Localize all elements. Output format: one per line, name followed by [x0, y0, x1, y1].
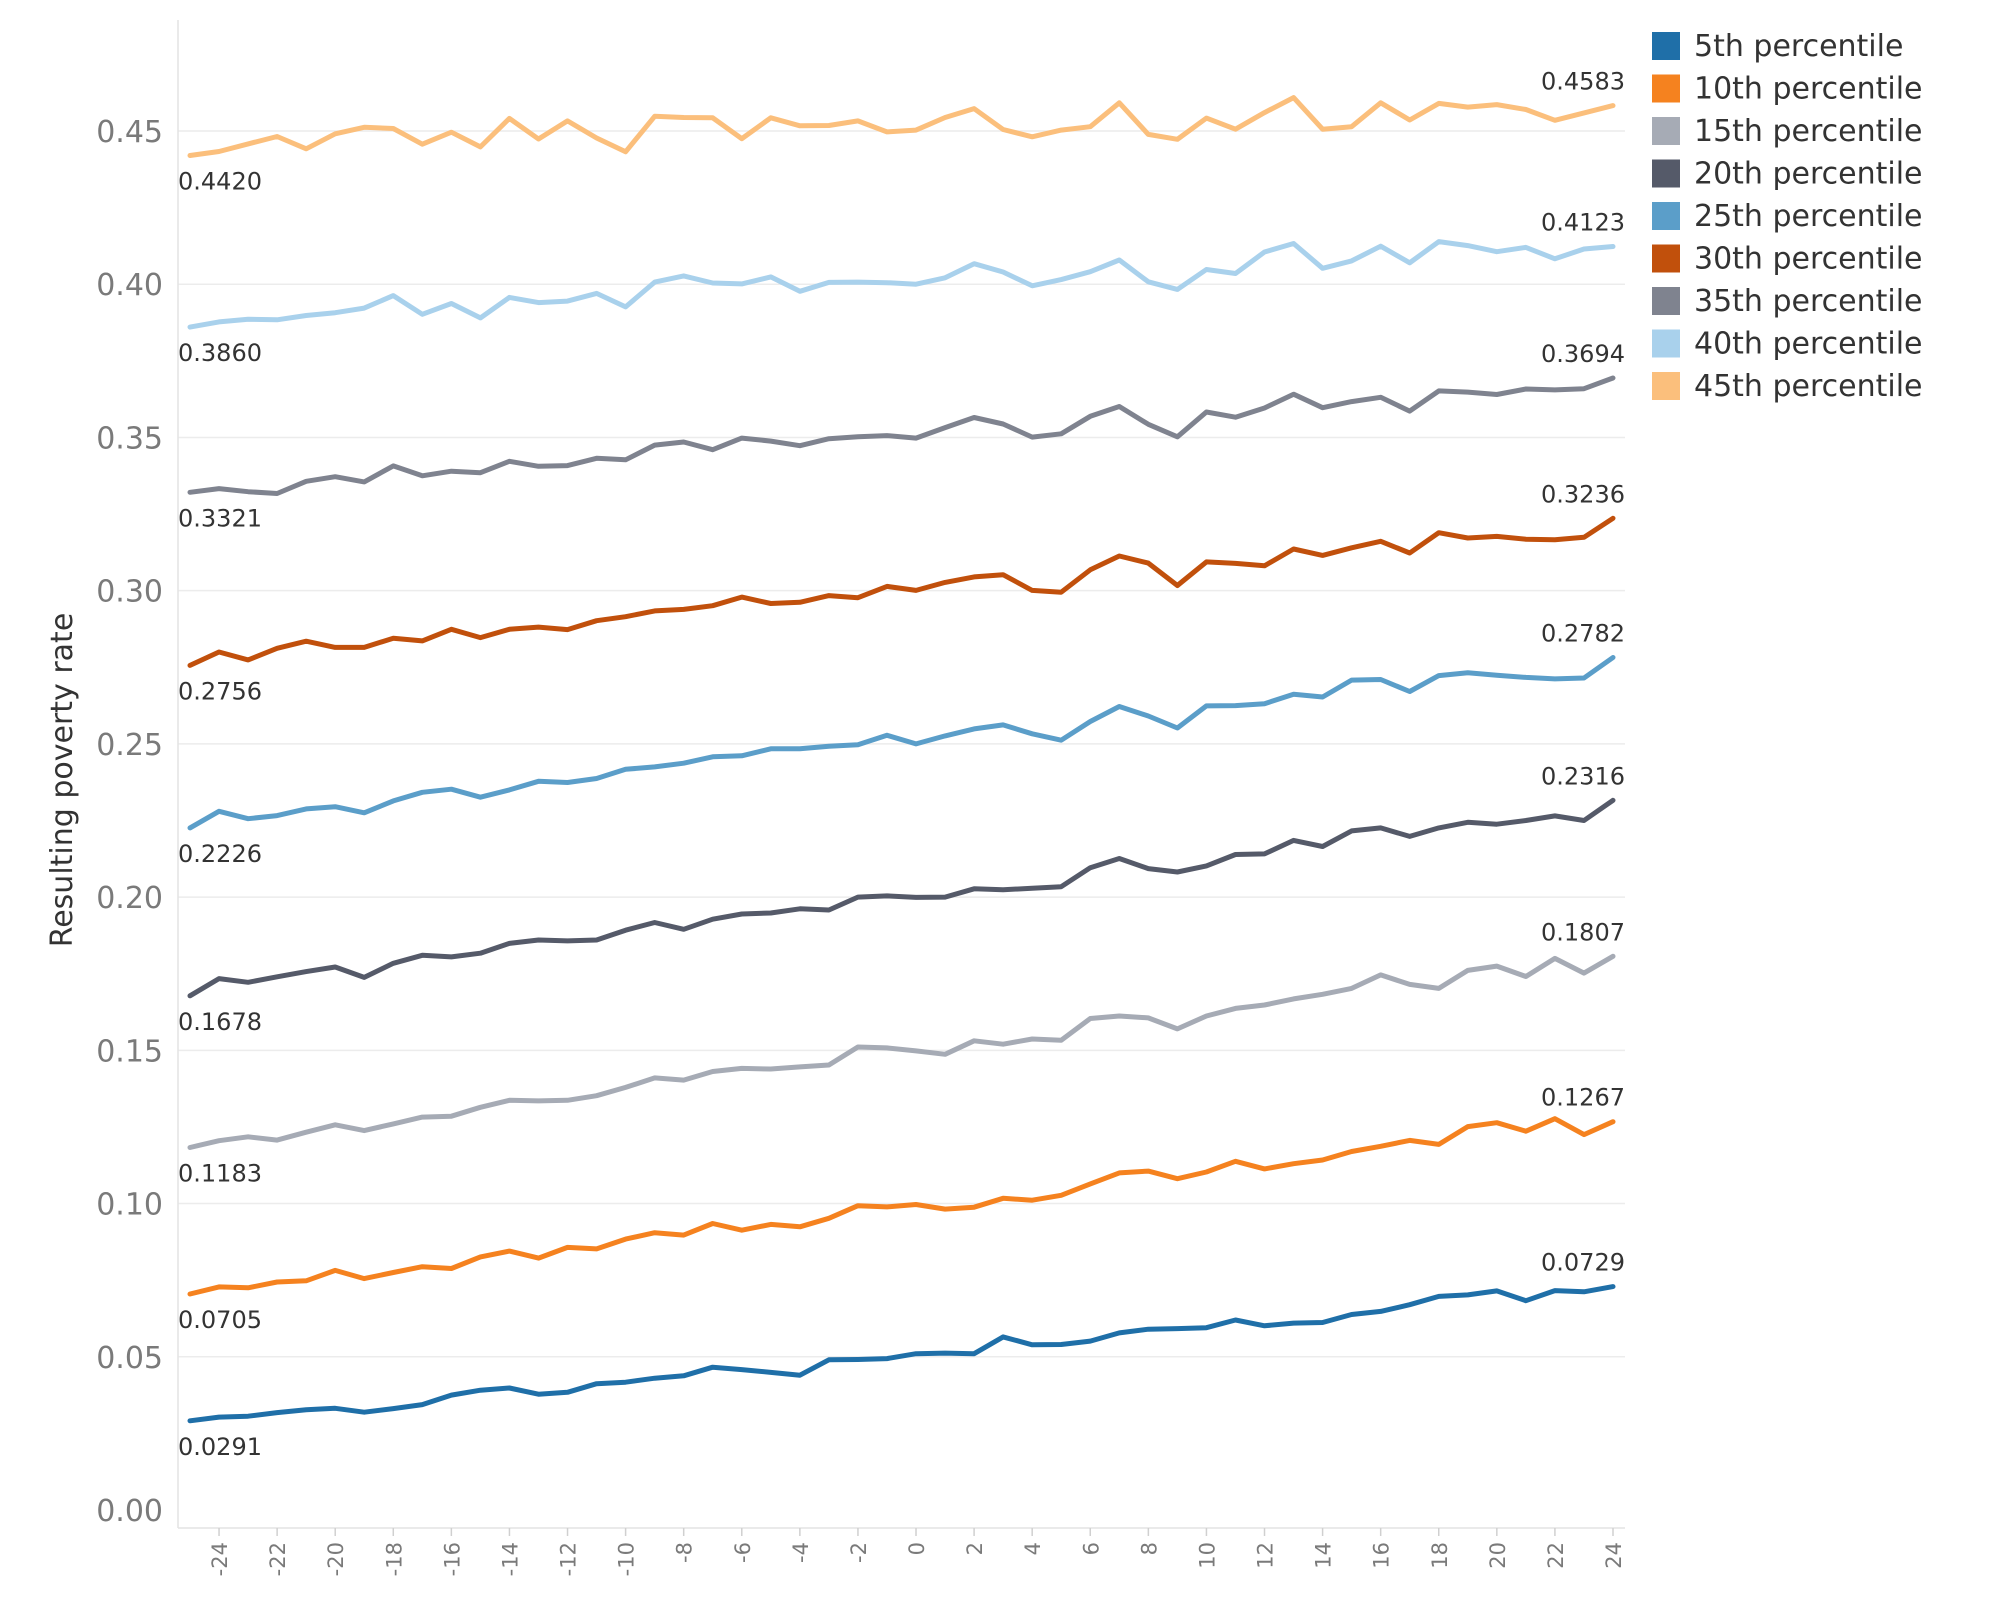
series-line — [187, 95, 1616, 158]
start-value-label: 0.1678 — [178, 1008, 262, 1036]
y-tick-label: 0.10 — [96, 1188, 163, 1223]
end-value-label: 0.0729 — [1541, 1249, 1625, 1277]
series-line — [187, 953, 1616, 1150]
series-lines — [187, 95, 1616, 1424]
x-tick-label: 6 — [1079, 1542, 1103, 1555]
start-value-label: 0.4420 — [178, 168, 262, 196]
y-tick-label: 0.30 — [96, 575, 163, 610]
y-tick-label: 0.25 — [96, 728, 163, 763]
legend-label: 35th percentile — [1694, 284, 1923, 319]
legend-label: 5th percentile — [1694, 29, 1903, 64]
x-tick-label: -8 — [673, 1542, 697, 1563]
legend-item[interactable]: 25th percentile — [1652, 199, 1923, 234]
x-tick-label: 8 — [1137, 1542, 1161, 1555]
series-line — [187, 375, 1616, 496]
series-line — [187, 515, 1616, 668]
legend-item[interactable]: 20th percentile — [1652, 157, 1923, 192]
x-tick-label: 18 — [1428, 1542, 1452, 1569]
x-tick-label: 16 — [1370, 1542, 1394, 1569]
x-tick-label: -24 — [208, 1542, 232, 1576]
legend-label: 30th percentile — [1694, 242, 1923, 277]
x-tick-label: -12 — [557, 1542, 581, 1576]
series-line — [187, 1116, 1616, 1297]
axes: 0.00 0.05 0.10 0.15 0.20 0.25 0.30 0.35 0.40 0.45… — [96, 20, 1626, 1576]
legend-label: 25th percentile — [1694, 199, 1923, 234]
end-value-label: 0.1267 — [1541, 1084, 1625, 1112]
x-tick-label: 14 — [1312, 1542, 1336, 1569]
data-labels: 0.0291 0.0729 0.0705 0.1267 0.1183 0.1807 0.16… — [178, 68, 1625, 1461]
x-tick-label: -2 — [847, 1542, 871, 1563]
start-value-label: 0.0291 — [178, 1433, 262, 1461]
legend-item[interactable]: 40th percentile — [1652, 327, 1923, 362]
legend-item[interactable]: 45th percentile — [1652, 369, 1923, 404]
series-line — [187, 1284, 1616, 1424]
y-tick-label: 0.00 — [96, 1494, 163, 1529]
x-tick-label: 4 — [1021, 1542, 1045, 1555]
legend-swatch — [1652, 74, 1680, 103]
y-tick-label: 0.15 — [96, 1034, 163, 1069]
end-value-label: 0.4123 — [1541, 209, 1625, 237]
start-value-label: 0.2226 — [178, 840, 262, 868]
start-value-label: 0.3860 — [178, 339, 262, 367]
legend-label: 20th percentile — [1694, 157, 1923, 192]
y-tick-label: 0.05 — [96, 1341, 163, 1376]
series-line — [187, 797, 1616, 999]
end-value-label: 0.1807 — [1541, 918, 1625, 946]
x-tick-label: 12 — [1254, 1542, 1278, 1569]
legend-label: 15th percentile — [1694, 114, 1923, 149]
y-tick-label: 0.35 — [96, 421, 163, 456]
legend-swatch — [1652, 287, 1680, 315]
end-value-label: 0.2316 — [1541, 762, 1625, 790]
legend-item[interactable]: 35th percentile — [1652, 284, 1923, 319]
x-tick-label: 2 — [963, 1542, 987, 1555]
y-axis-label: Resulting poverty rate — [45, 613, 80, 948]
x-tick-label: 0 — [905, 1542, 929, 1555]
x-tick-label: 22 — [1544, 1542, 1568, 1569]
x-tick-label: -14 — [498, 1542, 522, 1576]
y-tick-label: 0.40 — [96, 268, 163, 303]
gridlines — [178, 130, 1625, 1358]
x-tick-label: -16 — [440, 1542, 464, 1576]
legend-swatch — [1652, 329, 1680, 358]
y-tick-label: 0.20 — [96, 881, 163, 916]
legend[interactable]: 5th percentile 10th percentile 15th percen… — [1652, 29, 1923, 404]
legend-label: 45th percentile — [1694, 369, 1923, 404]
start-value-label: 0.2756 — [178, 677, 262, 705]
legend-item[interactable]: 10th percentile — [1652, 72, 1923, 107]
legend-item[interactable]: 15th percentile — [1652, 114, 1923, 149]
legend-swatch — [1652, 159, 1680, 188]
legend-label: 10th percentile — [1694, 72, 1923, 107]
end-value-label: 0.3694 — [1541, 340, 1625, 368]
legend-swatch — [1652, 202, 1680, 230]
legend-swatch — [1652, 32, 1680, 60]
legend-item[interactable]: 5th percentile — [1652, 29, 1903, 64]
legend-item[interactable]: 30th percentile — [1652, 242, 1923, 277]
legend-label: 40th percentile — [1694, 327, 1923, 362]
end-value-label: 0.3236 — [1541, 480, 1625, 508]
x-tick-label: -20 — [324, 1542, 348, 1576]
end-value-label: 0.4583 — [1541, 68, 1625, 96]
start-value-label: 0.3321 — [178, 504, 262, 532]
x-tick-label: -10 — [615, 1542, 639, 1576]
start-value-label: 0.0705 — [178, 1306, 262, 1334]
x-tick-label: -4 — [789, 1542, 813, 1563]
legend-swatch — [1652, 372, 1680, 400]
start-value-label: 0.1183 — [178, 1159, 262, 1187]
x-tick-label: 24 — [1602, 1542, 1626, 1569]
x-tick-label: -6 — [731, 1542, 755, 1563]
x-tick-label: -18 — [382, 1542, 406, 1576]
x-tick-label: -22 — [266, 1542, 290, 1576]
series-line — [187, 655, 1616, 831]
end-value-label: 0.2782 — [1541, 619, 1625, 647]
x-tick-label: 10 — [1195, 1542, 1219, 1569]
series-line — [187, 239, 1616, 330]
x-tick-label: 20 — [1486, 1542, 1510, 1569]
legend-swatch — [1652, 117, 1680, 145]
y-tick-label: 0.45 — [96, 115, 163, 150]
legend-swatch — [1652, 244, 1680, 273]
